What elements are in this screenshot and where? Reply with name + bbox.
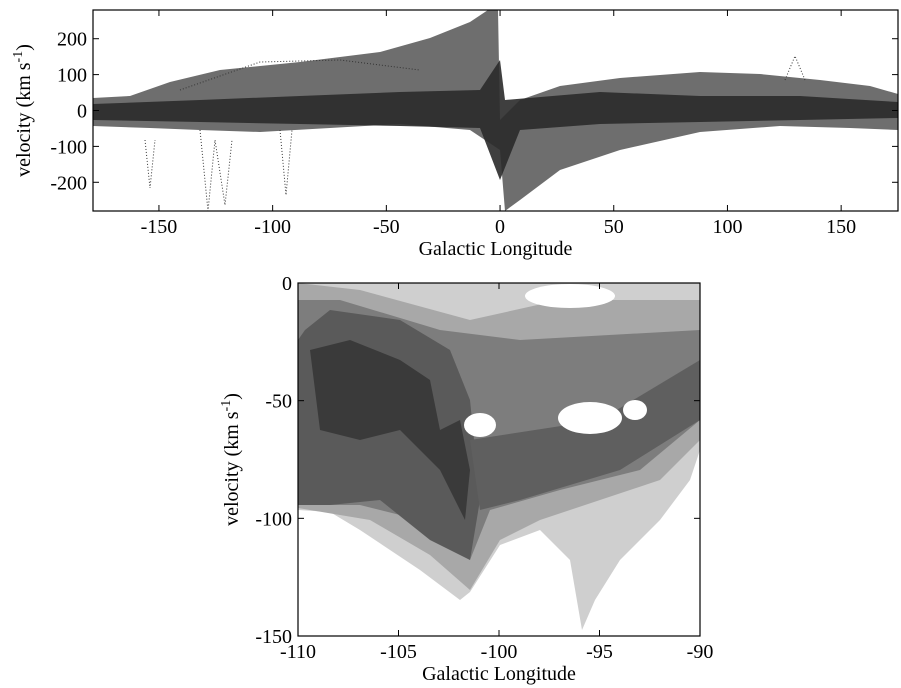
y-axis-label-part: -1 bbox=[11, 51, 26, 63]
y-tick-label: -150 bbox=[255, 626, 292, 648]
y-axis-label: velocity (km s-1) bbox=[11, 44, 35, 177]
y-tick-label: -100 bbox=[255, 508, 292, 530]
x-tick-label: 100 bbox=[712, 216, 742, 238]
x-tick-label: -100 bbox=[254, 216, 291, 238]
y-tick-label: 0 bbox=[282, 273, 292, 295]
y-axis-label-part: ) bbox=[13, 44, 35, 51]
x-axis-label: Galactic Longitude bbox=[422, 663, 576, 685]
top-emission bbox=[93, 10, 898, 212]
y-tick-label: -50 bbox=[265, 391, 292, 413]
x-tick-label: -105 bbox=[380, 641, 417, 663]
x-tick-label: 150 bbox=[826, 216, 856, 238]
y-tick-label: -100 bbox=[50, 136, 87, 158]
x-tick-label: -110 bbox=[280, 641, 316, 663]
x-tick-label: 50 bbox=[604, 216, 624, 238]
y-axis-label-part: velocity (km s bbox=[13, 62, 35, 177]
bottom-contours bbox=[298, 283, 700, 636]
y-axis-label: velocity (km s-1) bbox=[219, 393, 243, 526]
y-tick-label: -200 bbox=[50, 172, 87, 194]
x-tick-label: -100 bbox=[481, 641, 518, 663]
x-axis-label: Galactic Longitude bbox=[419, 238, 573, 260]
x-tick-label: -150 bbox=[141, 216, 178, 238]
y-tick-label: 0 bbox=[77, 101, 87, 123]
y-tick-label: 100 bbox=[57, 65, 87, 87]
y-axis-label-part: ) bbox=[221, 393, 243, 400]
x-tick-label: 0 bbox=[495, 216, 505, 238]
x-tick-label: -50 bbox=[373, 216, 400, 238]
y-axis-label-part: -1 bbox=[219, 400, 234, 412]
x-tick-label: -95 bbox=[586, 641, 613, 663]
x-tick-label: -90 bbox=[687, 641, 714, 663]
y-axis-label-part: velocity (km s bbox=[221, 411, 243, 526]
y-tick-label: 200 bbox=[57, 29, 87, 51]
